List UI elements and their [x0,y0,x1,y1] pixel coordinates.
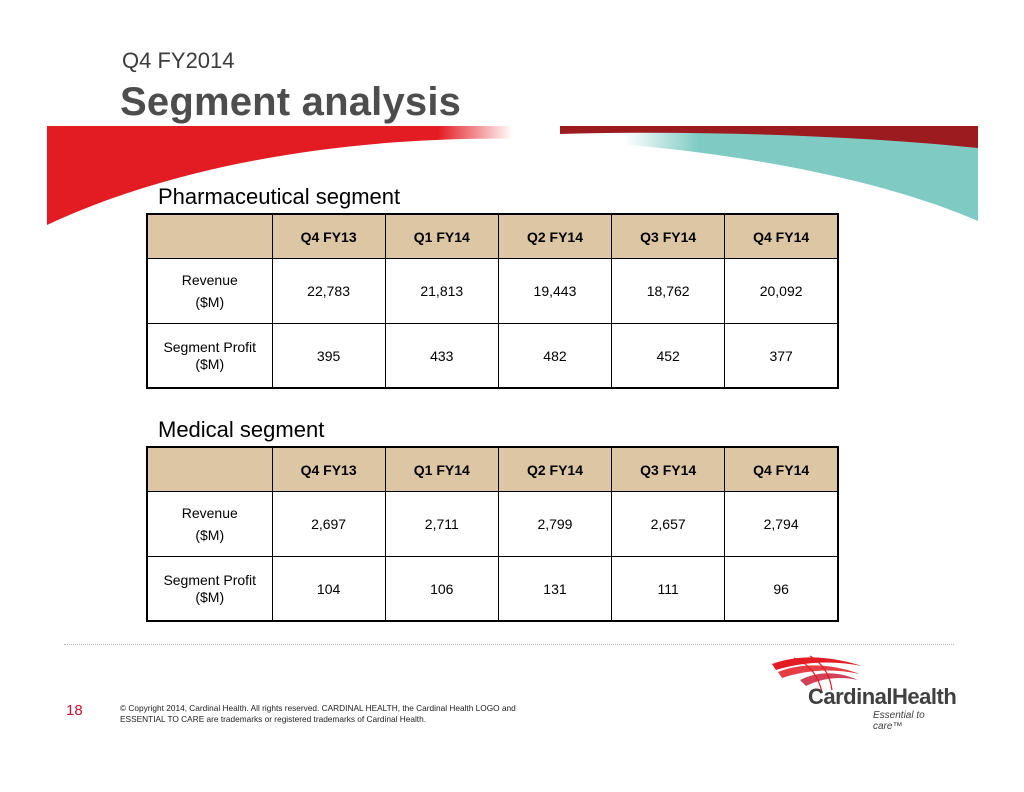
cardinal-health-logo: CardinalHealth Essential to care™ [770,654,957,732]
column-header: Q3 FY14 [611,446,726,492]
logo-wordmark: CardinalHealth [808,684,957,709]
row-label-line: Segment Profit [163,338,257,355]
column-header: Q3 FY14 [611,213,726,259]
table-header-row: Q4 FY13 Q1 FY14 Q2 FY14 Q3 FY14 Q4 FY14 [146,213,839,259]
profit-cell: 131 [497,556,613,622]
pharma-section-title: Pharmaceutical segment [158,184,401,209]
column-header: Q2 FY14 [497,446,613,492]
slide-subtitle: Q4 FY2014 [122,48,235,73]
header-corner-cell [146,446,273,492]
row-label-unit: ($M) [195,588,225,605]
profit-cell: 482 [497,323,613,389]
row-label-line: Revenue [181,505,238,521]
profit-cell: 452 [611,323,726,389]
row-label-unit: ($M) [195,294,225,310]
profit-cell: 377 [724,323,839,389]
slide-title: Segment analysis [120,80,462,124]
profit-cell: 96 [724,556,839,622]
row-label-revenue: Revenue ($M) [146,258,273,324]
revenue-cell: 2,711 [384,491,499,557]
copyright-line: © Copyright 2014, Cardinal Health. All r… [120,703,516,713]
profit-cell: 106 [384,556,499,622]
row-label-unit: ($M) [195,355,225,372]
copyright-line: ESSENTIAL TO CARE are trademarks or regi… [120,714,427,724]
page-number: 18 [66,702,83,719]
column-header: Q1 FY14 [384,213,499,259]
row-label-segment-profit: Segment Profit ($M) [146,556,273,622]
revenue-cell: 21,813 [384,258,499,324]
table-header-row: Q4 FY13 Q1 FY14 Q2 FY14 Q3 FY14 Q4 FY14 [146,446,839,492]
pharma-table: Q4 FY13 Q1 FY14 Q2 FY14 Q3 FY14 Q4 FY14 … [146,213,839,389]
cardinal-health-logo-icon [772,655,862,693]
footer-divider [64,644,954,645]
column-header: Q1 FY14 [384,446,499,492]
revenue-cell: 2,799 [497,491,613,557]
profit-cell: 111 [611,556,726,622]
table-row: Revenue ($M) 2,697 2,711 2,799 2,657 2,79… [146,491,839,557]
profit-cell: 433 [384,323,499,389]
column-header: Q4 FY13 [271,213,386,259]
header-swoosh [47,126,978,225]
revenue-cell: 2,657 [611,491,726,557]
profit-cell: 395 [271,323,386,389]
profit-cell: 104 [271,556,386,622]
revenue-cell: 22,783 [271,258,386,324]
revenue-cell: 2,697 [271,491,386,557]
table-row: Segment Profit ($M) 104 106 131 111 96 [146,556,839,622]
row-label-segment-profit: Segment Profit ($M) [146,323,273,389]
revenue-cell: 20,092 [724,258,839,324]
header-corner-cell [146,213,273,259]
table-row: Revenue ($M) 22,783 21,813 19,443 18,762 … [146,258,839,324]
row-label-unit: ($M) [195,527,225,543]
medical-table: Q4 FY13 Q1 FY14 Q2 FY14 Q3 FY14 Q4 FY14 … [146,446,839,622]
revenue-cell: 19,443 [497,258,613,324]
row-label-line: Segment Profit [163,571,257,588]
revenue-cell: 2,794 [724,491,839,557]
medical-section-title: Medical segment [158,417,325,442]
column-header: Q4 FY14 [724,213,839,259]
copyright-notice: © Copyright 2014, Cardinal Health. All r… [120,703,580,725]
revenue-cell: 18,762 [611,258,726,324]
row-label-line: Revenue [181,272,238,288]
column-header: Q4 FY13 [271,446,386,492]
column-header: Q4 FY14 [724,446,839,492]
logo-tagline: Essential to care™ [873,710,925,732]
table-row: Segment Profit ($M) 395 433 482 452 377 [146,323,839,389]
row-label-revenue: Revenue ($M) [146,491,273,557]
column-header: Q2 FY14 [497,213,613,259]
